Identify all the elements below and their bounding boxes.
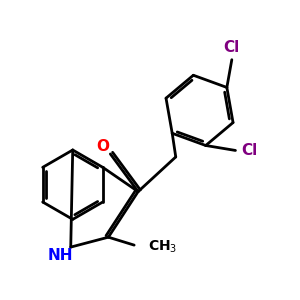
Text: Cl: Cl bbox=[241, 143, 257, 158]
Text: CH$_3$: CH$_3$ bbox=[148, 239, 177, 255]
Text: Cl: Cl bbox=[224, 40, 240, 55]
Text: NH: NH bbox=[48, 248, 74, 262]
Text: O: O bbox=[96, 139, 109, 154]
